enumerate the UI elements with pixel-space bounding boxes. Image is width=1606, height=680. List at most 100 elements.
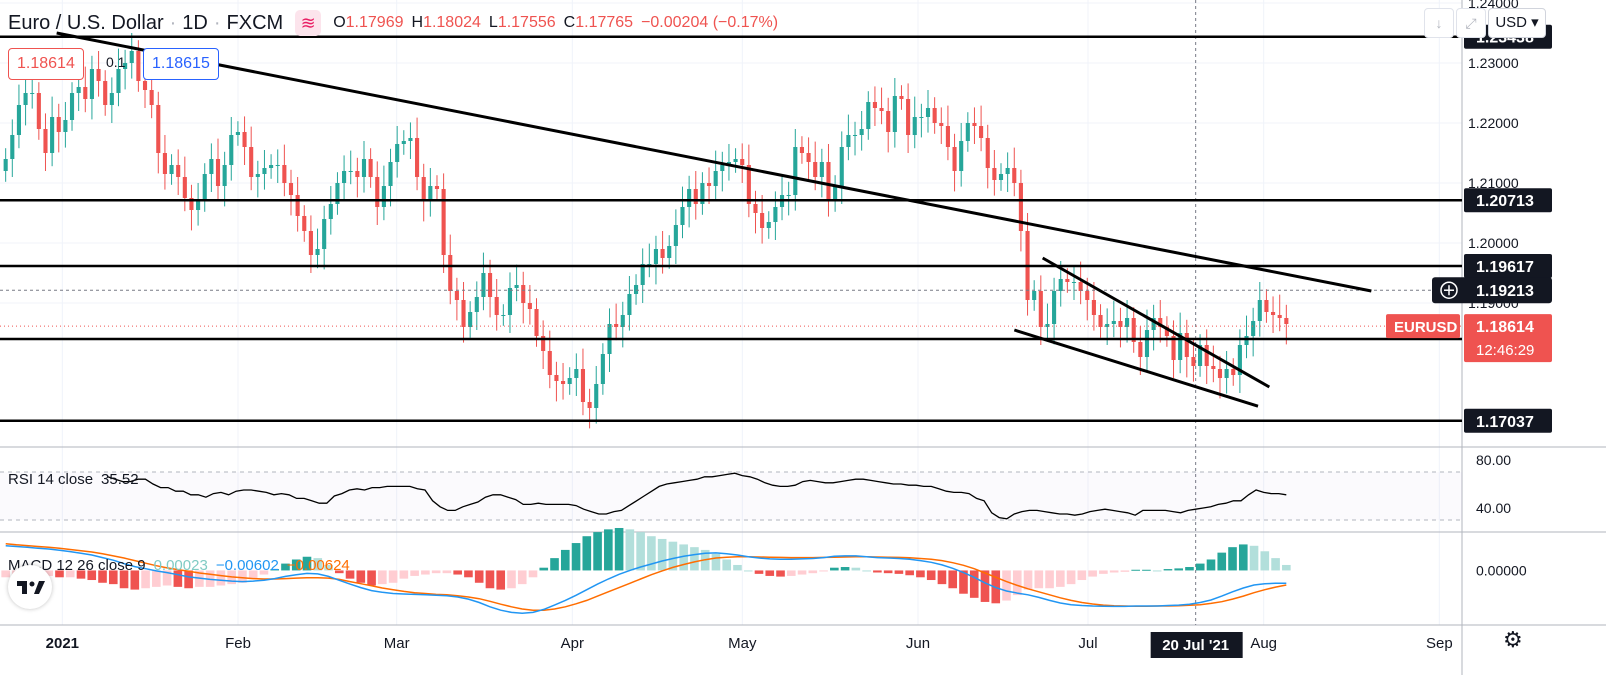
sell-button[interactable]: 1.18614 [8,48,84,80]
macd-hist-bar [216,570,226,586]
macd-hist-bar [1282,564,1291,571]
candle-body [123,63,128,69]
macd-hist-bar [604,529,613,571]
macd-hist-bar [830,567,839,571]
candle [189,184,194,231]
macd-hist-bar [485,570,495,589]
candle [826,144,831,217]
candle [375,161,380,225]
candle-body [746,165,751,204]
wave-icon[interactable]: ≋ [295,10,322,36]
candle-body [620,315,625,327]
candle-body [149,90,154,105]
candle [1277,294,1282,332]
candle-body [1271,312,1276,315]
candle [793,129,798,211]
candle-body [222,165,227,186]
last-price-label: 1.18614 [1476,319,1534,336]
price-tick-label: 1.23000 [1468,55,1519,71]
tradingview-logo-icon[interactable] [8,565,52,609]
macd-hist-bar [851,567,861,571]
candle-body [760,213,765,228]
candle [720,151,725,192]
price-tick-label: 1.21000 [1468,175,1519,191]
macd-hist-bar [625,529,635,571]
macd-hist-bar [1099,570,1108,574]
currency-select[interactable]: USD ▾ [1488,8,1546,38]
candle-body [720,165,725,171]
macd-hist-bar [528,570,538,578]
candle [288,169,294,216]
candle-body [481,273,486,297]
macd-hist-bar [636,532,645,571]
low-value: 1.17556 [497,14,556,31]
candle-body [1211,366,1216,369]
candle [1098,304,1103,338]
macd-hist-bar [819,570,828,572]
price-tick-label: 1.22000 [1468,115,1519,131]
crosshair-price-label: 1.19213 [1476,283,1534,300]
rsi-value: 35.52 [101,471,139,488]
macd-hist-bar [507,570,516,589]
macd-hist-bar [1034,570,1044,589]
candle [1032,280,1037,311]
symbol-name[interactable]: Euro / U.S. Dollar [8,11,164,34]
macd-hist-bar [797,570,807,575]
candle-body [1264,300,1269,312]
candle-body [488,273,493,297]
candle-body [388,162,393,186]
gear-icon[interactable]: ⚙ [1503,627,1523,652]
macd-legend[interactable]: MACD 12 26 close 9 0.00023 −0.00602 −0.0… [8,557,350,574]
candle [1178,312,1183,374]
macd-hist-bar [582,536,592,571]
candle-body [892,96,897,132]
candle-body [202,174,207,201]
price-tick-label: 1.24000 [1468,0,1519,11]
interval[interactable]: 1D [182,11,208,34]
candle [428,168,433,217]
macd-hist-bar [152,570,161,587]
candle-body [1251,321,1256,336]
macd-hist-bar [65,570,75,578]
candle [348,150,353,185]
macd-hist-bar [593,532,602,571]
candle [215,138,221,200]
macd-hist-bar [959,570,968,594]
rsi-legend[interactable]: RSI 14 close 35.52 [8,471,139,488]
candle-body [76,87,81,93]
candle-body [706,183,712,186]
candle-body [1038,291,1043,327]
candle [3,148,8,182]
macd-line-value: −0.00602 [215,557,279,574]
date-axis-label: 2021 [46,635,79,652]
macd-hist-bar [722,559,732,571]
macd-hist-bar [421,570,430,575]
buy-button[interactable]: 1.18615 [143,48,219,80]
macd-hist-bar [1238,544,1248,571]
download-icon[interactable]: ↓ [1424,8,1454,38]
candle-body [162,153,167,174]
candle [1131,307,1136,353]
symbol-badge: EURUSD [1394,319,1458,336]
candles-group [3,33,1289,429]
candle [176,149,181,195]
macd-hist-bar [378,570,387,585]
candle-body [640,264,645,285]
candle-body [335,183,340,204]
macd-hist-bar [743,570,753,572]
candle-body [1065,279,1070,282]
candle [43,113,48,171]
candle-body [1012,168,1017,183]
candle [1271,296,1276,333]
macd-hist-bar [668,541,678,571]
candle [945,105,950,161]
candle [461,282,466,343]
candle-body [939,123,944,126]
fullscreen-icon[interactable]: ⤢ [1456,8,1486,38]
countdown-label: 12:46:29 [1476,342,1534,359]
macd-hist-bar [517,570,527,585]
candle-body [69,93,75,120]
macd-hist-bar [388,570,398,583]
